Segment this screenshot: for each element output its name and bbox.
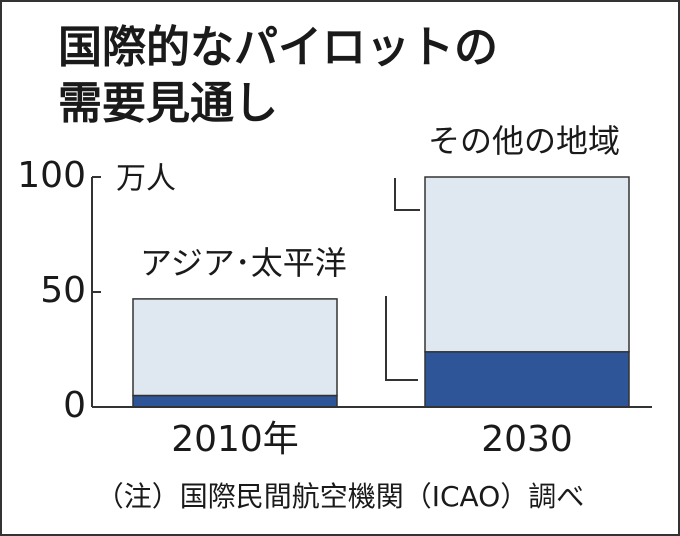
y-tick-label: 0: [63, 385, 86, 426]
note: （注）国際民間航空機関（ICAO）調べ: [96, 480, 585, 513]
chart-title: 国際的なパイロットの: [58, 22, 498, 73]
bar-segment: [424, 351, 630, 408]
y-tick-label: 100: [17, 155, 86, 196]
bar-segment: [132, 394, 338, 408]
leader-line: [394, 178, 420, 211]
y-unit: 万人: [116, 162, 176, 197]
chart-title: 需要見通し: [58, 78, 278, 129]
x-tick-label: 2030: [481, 419, 573, 460]
series-label: その他の地域: [428, 122, 620, 160]
y-tick-label: 50: [40, 270, 86, 311]
series-label: アジア･太平洋: [140, 244, 347, 282]
bar-segment: [424, 176, 630, 353]
leader-line: [385, 296, 418, 381]
bar-segment: [132, 298, 338, 397]
x-tick-label: 2010年: [171, 419, 299, 460]
